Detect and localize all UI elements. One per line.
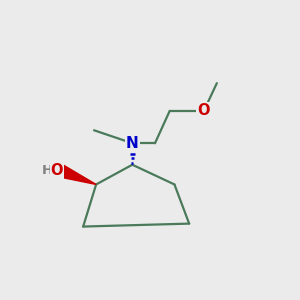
- Text: H: H: [42, 164, 53, 177]
- Text: O: O: [51, 163, 63, 178]
- Text: N: N: [126, 136, 139, 151]
- Text: O: O: [198, 103, 210, 118]
- Polygon shape: [58, 165, 96, 184]
